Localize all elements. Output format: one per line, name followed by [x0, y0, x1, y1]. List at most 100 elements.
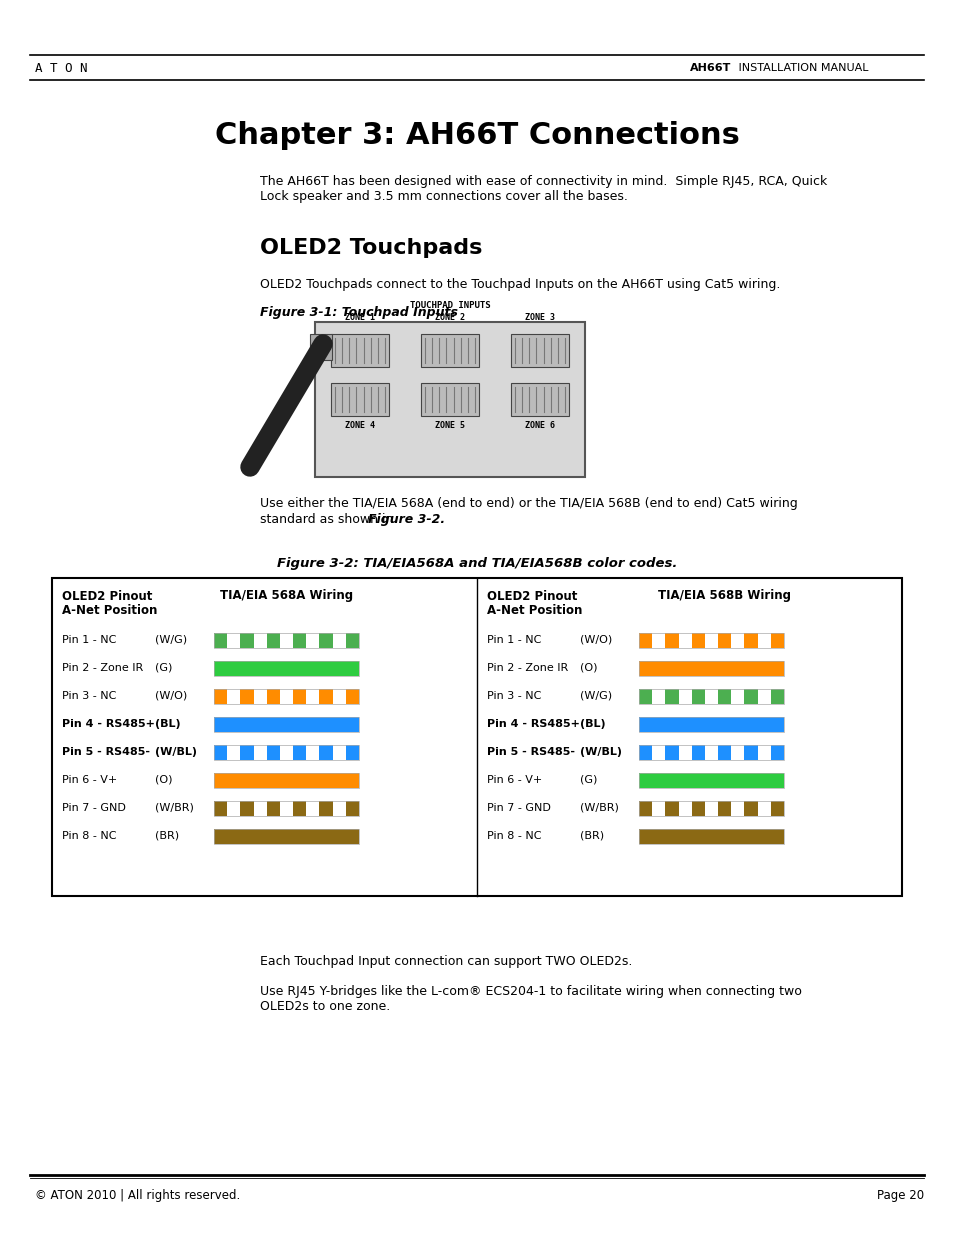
Bar [664, 800, 678, 815]
Bar [319, 800, 333, 815]
Bar [664, 745, 678, 760]
Bar [639, 632, 783, 647]
Bar [279, 745, 293, 760]
Bar [757, 688, 770, 704]
Bar [331, 383, 389, 416]
Text: Pin 5 - RS485-: Pin 5 - RS485- [486, 747, 575, 757]
Bar [770, 800, 783, 815]
Text: ZONE 4: ZONE 4 [345, 421, 375, 431]
Bar [639, 745, 783, 760]
Bar [240, 632, 253, 647]
Bar [293, 745, 306, 760]
Bar [639, 745, 652, 760]
Text: OLED2 Pinout: OLED2 Pinout [62, 590, 152, 603]
Text: (BL): (BL) [579, 719, 605, 729]
Bar [345, 688, 358, 704]
Bar [213, 745, 358, 760]
Text: Figure 3-1: Touchpad Inputs: Figure 3-1: Touchpad Inputs [260, 306, 457, 319]
Bar [639, 716, 783, 731]
Bar [319, 745, 333, 760]
Bar [770, 745, 783, 760]
Bar [639, 716, 783, 731]
Bar [511, 333, 568, 367]
Bar [213, 829, 358, 844]
Bar [664, 632, 678, 647]
Text: A-Net Position: A-Net Position [486, 604, 581, 618]
Bar [213, 716, 358, 731]
Text: ZONE 3: ZONE 3 [524, 314, 555, 322]
Bar [213, 745, 227, 760]
Bar [213, 829, 358, 844]
Bar [770, 632, 783, 647]
Bar [420, 383, 478, 416]
Bar [213, 632, 358, 647]
Bar [639, 632, 652, 647]
Text: Pin 7 - GND: Pin 7 - GND [62, 803, 126, 813]
Bar [253, 745, 267, 760]
Bar [306, 745, 319, 760]
Bar [639, 800, 652, 815]
Bar [345, 800, 358, 815]
Bar [213, 688, 358, 704]
Text: (O): (O) [154, 776, 172, 785]
Bar [691, 745, 704, 760]
Text: ZONE 1: ZONE 1 [345, 314, 375, 322]
Bar [267, 800, 279, 815]
Bar [253, 800, 267, 815]
Text: Pin 6 - V+: Pin 6 - V+ [486, 776, 541, 785]
Text: (W/BL): (W/BL) [154, 747, 196, 757]
Bar [52, 578, 901, 897]
Text: Pin 1 - NC: Pin 1 - NC [486, 635, 540, 645]
Text: Chapter 3: AH66T Connections: Chapter 3: AH66T Connections [214, 121, 739, 149]
Text: (W/O): (W/O) [154, 692, 187, 701]
Bar [279, 688, 293, 704]
Text: (W/BL): (W/BL) [579, 747, 621, 757]
Text: (BR): (BR) [154, 831, 179, 841]
Bar [213, 773, 358, 788]
Bar [319, 688, 333, 704]
Bar [731, 745, 743, 760]
Bar [213, 661, 358, 676]
Text: The AH66T has been designed with ease of connectivity in mind.  Simple RJ45, RCA: The AH66T has been designed with ease of… [260, 175, 826, 203]
Text: Use RJ45 Y-bridges like the L-com® ECS204-1 to facilitate wiring when connecting: Use RJ45 Y-bridges like the L-com® ECS20… [260, 986, 801, 1013]
Bar [240, 688, 253, 704]
Bar [319, 632, 333, 647]
Text: A T O N: A T O N [35, 62, 88, 74]
Bar [718, 800, 731, 815]
Text: ZONE 2: ZONE 2 [435, 314, 464, 322]
Bar [240, 800, 253, 815]
Bar [227, 800, 240, 815]
Bar [333, 688, 345, 704]
Bar [420, 333, 478, 367]
Text: Use either the TIA/EIA 568A (end to end) or the TIA/EIA 568B (end to end) Cat5 w: Use either the TIA/EIA 568A (end to end)… [260, 496, 797, 510]
Bar [279, 800, 293, 815]
Text: (W/BR): (W/BR) [579, 803, 618, 813]
Bar [345, 632, 358, 647]
Text: Pin 7 - GND: Pin 7 - GND [486, 803, 550, 813]
Text: Pin 1 - NC: Pin 1 - NC [62, 635, 116, 645]
Bar [333, 632, 345, 647]
Bar [639, 773, 783, 788]
Bar [310, 333, 332, 359]
Text: standard as shown in: standard as shown in [260, 513, 397, 526]
Bar [240, 745, 253, 760]
Bar [731, 800, 743, 815]
Bar [253, 632, 267, 647]
Text: (G): (G) [579, 776, 597, 785]
Bar [306, 632, 319, 647]
Text: © ATON 2010 | All rights reserved.: © ATON 2010 | All rights reserved. [35, 1188, 240, 1202]
Bar [664, 688, 678, 704]
Bar [678, 745, 691, 760]
Bar [213, 632, 227, 647]
Text: (W/O): (W/O) [579, 635, 612, 645]
Bar [678, 800, 691, 815]
Text: A-Net Position: A-Net Position [62, 604, 157, 618]
Text: TOUCHPAD INPUTS: TOUCHPAD INPUTS [409, 301, 490, 310]
Bar [718, 632, 731, 647]
Bar [743, 800, 757, 815]
Text: Figure 3-2.: Figure 3-2. [368, 513, 445, 526]
Bar [652, 745, 664, 760]
Bar [639, 829, 783, 844]
Bar [279, 632, 293, 647]
Text: ZONE 6: ZONE 6 [524, 421, 555, 431]
